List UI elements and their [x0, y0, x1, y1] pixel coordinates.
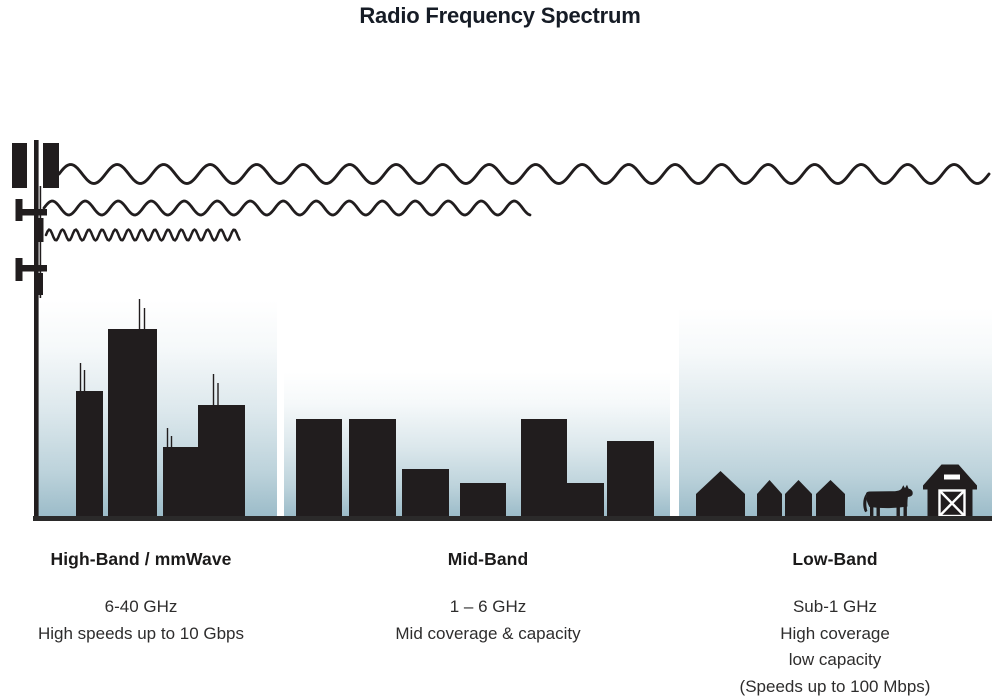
band-heading-low: Low-Band: [792, 549, 878, 569]
band-frequency-mid: 1 – 6 GHz: [449, 597, 527, 616]
page-title: Radio Frequency Spectrum: [359, 3, 641, 28]
mid-band-skyline: [296, 419, 654, 518]
band-description-low-3: (Speeds up to 100 Mbps): [739, 676, 931, 696]
skyscraper: [163, 447, 198, 518]
band-label-low: Low-Band Sub-1 GHz High coverage low cap…: [710, 549, 960, 700]
band-label-mid: Mid-Band 1 – 6 GHz Mid coverage & capaci…: [363, 549, 613, 647]
band-heading-mid: Mid-Band: [447, 549, 529, 569]
band-description-low-1: High coverage: [780, 623, 890, 643]
high-band-skyline: [76, 299, 245, 518]
city-building: [567, 483, 604, 518]
cow-icon: [863, 484, 913, 518]
band-description-mid: Mid coverage & capacity: [395, 623, 581, 643]
mid-band-medium-wavelength-wave: [42, 199, 532, 217]
skyscraper: [198, 405, 245, 518]
city-building: [402, 469, 449, 518]
band-description-high: High speeds up to 10 Gbps: [37, 623, 245, 643]
city-building: [460, 483, 506, 518]
band-heading-high: High-Band / mmWave: [50, 549, 232, 569]
skyscraper: [108, 329, 157, 518]
ground-line: [33, 516, 992, 521]
city-building: [349, 419, 396, 518]
band-frequency-high: 6-40 GHz: [104, 597, 178, 616]
city-building: [521, 419, 567, 518]
city-building: [296, 419, 342, 518]
low-band-houses: [696, 471, 845, 518]
house-icon: [816, 480, 845, 518]
skyscraper: [76, 391, 103, 518]
radio-waves: [42, 163, 991, 242]
band-frequency-low: Sub-1 GHz: [792, 597, 878, 616]
house-icon: [757, 480, 782, 518]
city-building: [607, 441, 654, 518]
band-description-low-2: low capacity: [788, 650, 882, 669]
house-icon: [785, 480, 812, 518]
cell-tower-icon: [12, 140, 59, 520]
house-icon: [696, 471, 745, 518]
low-band-long-wavelength-wave: [57, 163, 991, 185]
barn-icon: [923, 464, 977, 518]
band-label-high: High-Band / mmWave 6-40 GHz High speeds …: [16, 549, 266, 647]
barn-loft-window: [944, 474, 960, 480]
high-band-short-wavelength-wave: [44, 228, 241, 242]
